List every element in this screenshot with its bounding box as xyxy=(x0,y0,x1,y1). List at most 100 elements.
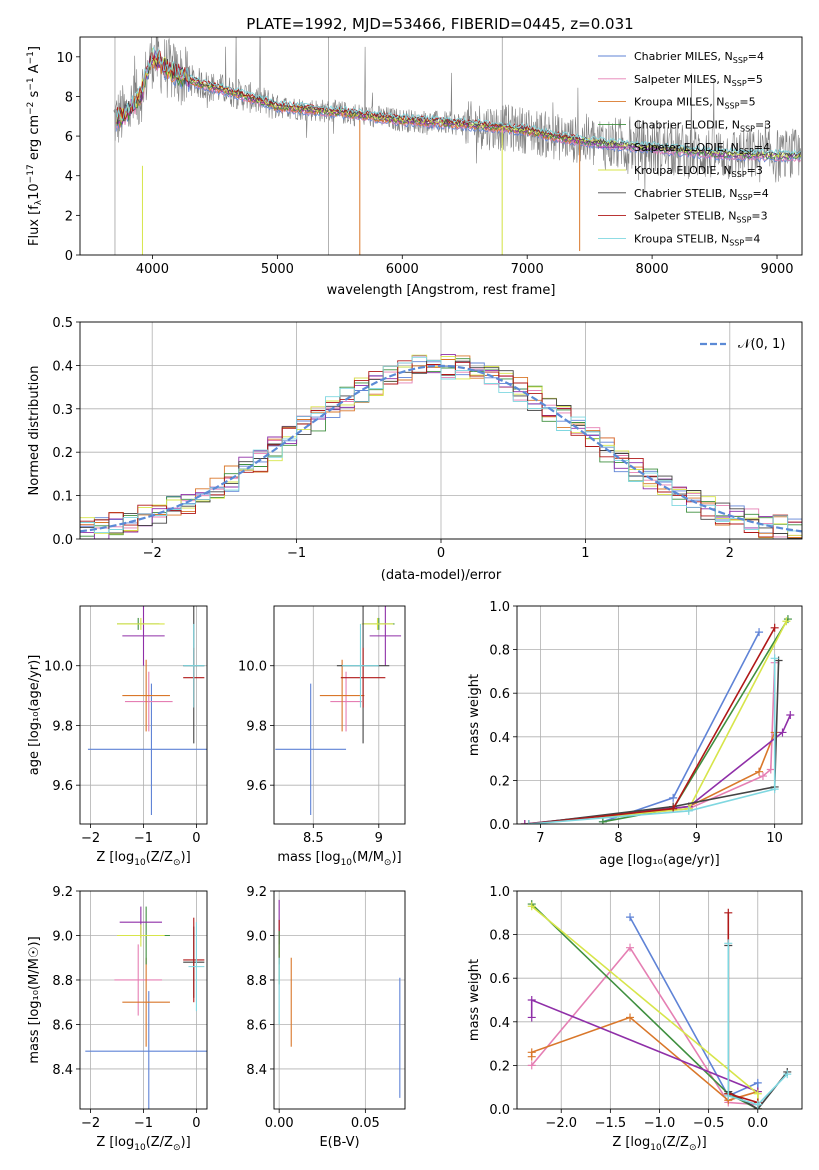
mass_vs_ebv-ytick-label: 9.2 xyxy=(246,885,267,900)
mass_vs_Z-xtick-label: 0 xyxy=(192,1116,200,1131)
mass-weight-marker xyxy=(669,793,678,802)
legend-entry: Kroupa MILES, NSSP=5 xyxy=(634,96,756,111)
spectrum-plot-area xyxy=(113,37,802,255)
spectrum-frame xyxy=(79,36,803,256)
mw_vs_age-ytick-label: 0.8 xyxy=(489,644,510,659)
age_vs_mass-ytick-label: 9.8 xyxy=(246,719,267,734)
mass-weight-marker xyxy=(755,767,764,776)
mass_vs_ebv-ytick-label: 8.4 xyxy=(246,1063,267,1078)
mass_vs_Z-frame xyxy=(79,890,208,1110)
age_vs_Z-xtick-label: −1 xyxy=(134,831,153,846)
residuals-xtick-label: 1 xyxy=(581,546,589,561)
mw_vs_age-frame xyxy=(516,605,803,825)
mass-weight-marker xyxy=(527,902,536,911)
mw_vs_age-xtick-label: 7 xyxy=(536,831,544,846)
mw_vs_age-ytick-label: 0.6 xyxy=(489,687,510,702)
mass-weight-marker xyxy=(626,913,635,922)
age_vs_Z-frame xyxy=(79,605,208,825)
age_vs_mass-frame xyxy=(273,605,406,825)
age_vs_mass-panel: 8.5 9 9.6 9.8 10.0 mass [log10(M/M⊙)] xyxy=(238,605,406,868)
residuals-xlabel: (data-model)/error xyxy=(381,568,502,583)
mw_vs_Z-ytick-label: 1.0 xyxy=(489,885,510,900)
mass-weight-line xyxy=(524,714,792,824)
mass-weight-line xyxy=(629,916,759,1109)
mass_vs_Z-xtick-label: −2 xyxy=(81,1116,100,1131)
legend-entry: 𝒩(0, 1) xyxy=(738,337,785,352)
mass-weight-line xyxy=(528,658,776,824)
mw_vs_Z-ytick-label: 0.2 xyxy=(489,1059,510,1074)
mw_vs_age-panel: 7 8 9 10 0.0 0.2 0.4 0.6 0.8 1.0 age [log₁₀(age/yr… xyxy=(467,600,803,868)
spectrum-ytick-label: 8 xyxy=(65,90,73,105)
age_vs_mass-xtick-label: 9 xyxy=(375,831,383,846)
mass-weight-marker xyxy=(782,617,791,626)
residuals-xtick-label: −2 xyxy=(143,546,162,561)
mass_vs_Z-xtick-label: −1 xyxy=(134,1116,153,1131)
residual-histogram-step xyxy=(80,356,802,534)
mass-weight-marker xyxy=(527,1048,536,1057)
residuals-ytick-label: 0.4 xyxy=(52,359,73,374)
mw_vs_age-plot-area xyxy=(520,615,795,824)
mass_vs_Z-plot-area xyxy=(85,906,207,1109)
mass-weight-marker xyxy=(783,1070,792,1079)
mw_vs_Z-panel: −2.0 −1.5 −1.0 −0.5 0.0 0.0 0.2 0.4 0.6 0.8 1.0 Z [… xyxy=(467,885,803,1153)
spectrum-ytick-label: 2 xyxy=(65,209,73,224)
residuals-xtick-label: 0 xyxy=(437,546,445,561)
mw_vs_Z-xtick-label: 0.0 xyxy=(747,1116,768,1131)
residuals-ytick-label: 0.2 xyxy=(52,446,73,461)
age_vs_mass-ytick-label: 9.6 xyxy=(246,779,267,794)
mass_vs_ebv-ytick-label: 8.8 xyxy=(246,974,267,989)
mass-weight-marker xyxy=(774,656,783,665)
legend-entry: Kroupa ELODIE, NSSP=3 xyxy=(634,164,763,179)
residuals-panel: −2 −1 0 1 2 0.0 0.1 0.2 0.3 0.4 0.5 (data-model)/er… xyxy=(27,316,803,583)
mass-weight-marker xyxy=(527,1013,536,1022)
mw_vs_age-xlabel: age [log₁₀(age/yr)] xyxy=(599,853,720,868)
spectrum-model-line xyxy=(115,45,801,155)
mw_vs_Z-ytick-label: 0.8 xyxy=(489,929,510,944)
normal-curve xyxy=(80,364,802,533)
mass_vs_Z-panel: −2 −1 0 8.4 8.6 8.8 9.0 9.2 Z [log10(Z/Z⊙)] mass … xyxy=(27,885,208,1153)
residuals-xtick-label: 2 xyxy=(726,546,734,561)
mass-weight-marker xyxy=(520,820,529,824)
legend-entry: Chabrier MILES, NSSP=4 xyxy=(634,50,764,65)
spectrum-xlabel: wavelength [Angstrom, rest frame] xyxy=(327,283,556,298)
mw_vs_age-xtick-label: 8 xyxy=(614,831,622,846)
mw_vs_Z-frame xyxy=(516,890,803,1110)
residuals-ytick-label: 0.3 xyxy=(52,403,73,418)
spectrum-xtick-label: 5000 xyxy=(261,262,294,277)
mw_vs_Z-ytick-label: 0.0 xyxy=(489,1103,510,1118)
mass-weight-line xyxy=(727,912,759,1104)
age_vs_Z-ytick-label: 9.8 xyxy=(52,719,73,734)
mass-weight-marker xyxy=(770,623,779,632)
spectrum-ytick-label: 0 xyxy=(65,249,73,264)
mass-weight-marker xyxy=(724,1091,733,1100)
mass-weight-marker xyxy=(753,1078,762,1087)
age_vs_mass-xtick-label: 8.5 xyxy=(303,831,324,846)
mw_vs_Z-xtick-label: −1.5 xyxy=(595,1116,627,1131)
mass-weight-line xyxy=(531,946,759,1109)
age_vs_Z-ytick-label: 9.6 xyxy=(52,779,73,794)
age_vs_Z-ytick-label: 10.0 xyxy=(44,660,73,675)
mw_vs_Z-ytick-label: 0.6 xyxy=(489,972,510,987)
age_vs_Z-plot-area xyxy=(87,606,207,816)
mw_vs_age-ytick-label: 0.0 xyxy=(489,818,510,833)
mass_vs_ebv-ytick-label: 9.0 xyxy=(246,929,267,944)
age_vs_mass-ytick-label: 10.0 xyxy=(238,660,267,675)
mass_vs_ebv-ytick-label: 8.6 xyxy=(246,1018,267,1033)
mass-weight-marker xyxy=(753,1100,762,1109)
mass-weight-marker xyxy=(778,728,787,737)
mw_vs_Z-ytick-label: 0.4 xyxy=(489,1016,510,1031)
mass-weight-marker xyxy=(598,817,607,824)
mass-weight-marker xyxy=(524,820,533,824)
mass-weight-marker xyxy=(770,785,779,794)
spectrum-panel: 4000 5000 6000 7000 8000 9000 0 2 4 6 8 10 wavelengt… xyxy=(26,36,803,298)
mass_vs_Z-xlabel: Z [log10(Z/Z⊙)] xyxy=(96,1135,190,1153)
mass_vs_Z-ytick-label: 8.4 xyxy=(52,1063,73,1078)
mass-weight-line xyxy=(727,943,788,1106)
residuals-ylabel: Normed distribution xyxy=(27,366,42,496)
mw_vs_age-ytick-label: 1.0 xyxy=(489,600,510,615)
spectrum-model-line xyxy=(115,48,802,159)
mass-weight-marker xyxy=(527,996,536,1004)
mass-weight-marker xyxy=(684,806,693,815)
mw_vs_age-ytick-label: 0.4 xyxy=(489,731,510,746)
